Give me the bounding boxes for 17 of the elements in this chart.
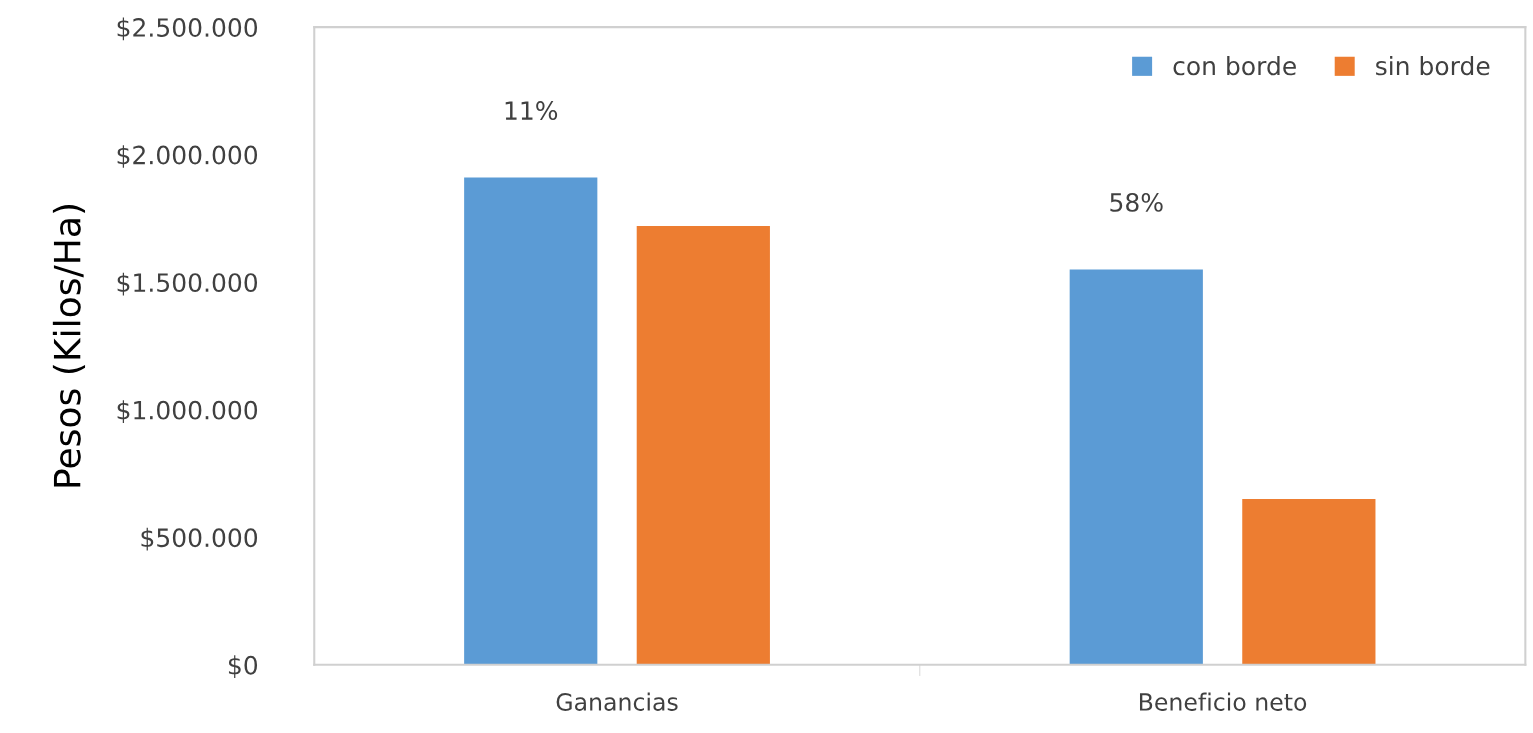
- legend-label: con borde: [1173, 56, 1296, 76]
- legend-label: sin borde: [1376, 56, 1490, 76]
- y-tick-label: $1.000.000: [117, 400, 258, 423]
- bar: [636, 226, 770, 665]
- y-axis-title: Pesos (Kilos/Ha): [52, 205, 86, 487]
- y-tick-label: $0: [228, 655, 258, 678]
- annotation: 58%: [1110, 192, 1163, 212]
- y-tick-label: $2.500.000: [117, 17, 258, 41]
- x-tick-label: Beneficio neto: [1139, 692, 1307, 711]
- bar: [1069, 269, 1203, 665]
- annotation: 11%: [505, 101, 558, 120]
- bar: [464, 177, 598, 665]
- y-tick-label: $1.500.000: [117, 272, 258, 296]
- x-tick-label: Ganancias: [556, 692, 678, 711]
- y-tick-label: $500.000: [141, 527, 258, 551]
- bar: [1242, 499, 1376, 665]
- y-tick-label: $2.000.000: [117, 145, 258, 168]
